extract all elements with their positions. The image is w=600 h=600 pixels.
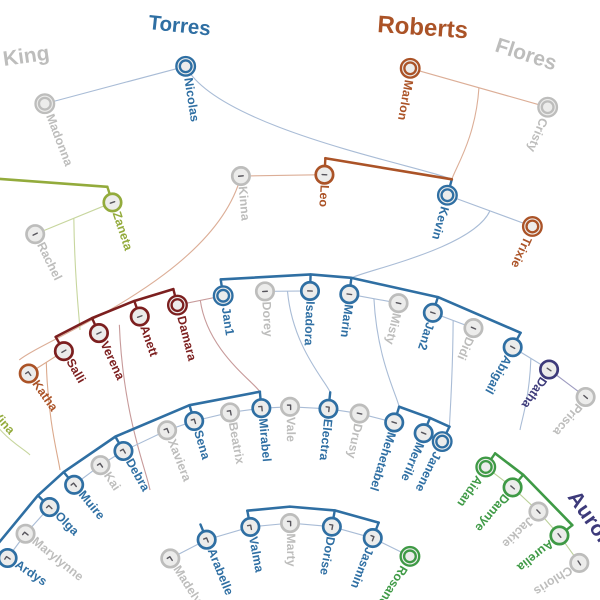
svg-text:Leo: Leo <box>316 185 331 208</box>
svg-text:Isadora: Isadora <box>302 301 318 346</box>
svg-text:Marty: Marty <box>284 533 298 566</box>
svg-text:Dorey: Dorey <box>259 301 275 337</box>
svg-text:Vale: Vale <box>284 417 298 442</box>
